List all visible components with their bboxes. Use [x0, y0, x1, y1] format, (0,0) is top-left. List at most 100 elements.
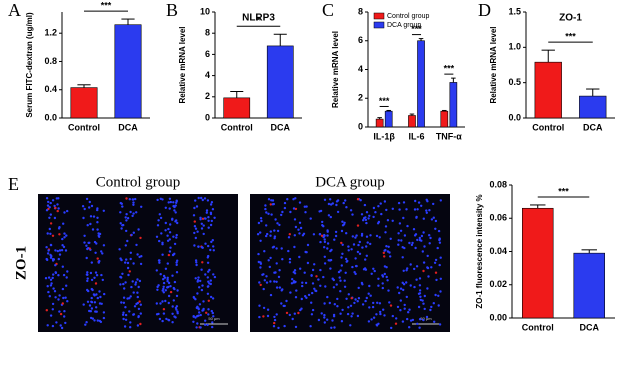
- nucleus: [100, 273, 103, 277]
- nucleus: [122, 223, 125, 227]
- nucleus: [95, 293, 98, 296]
- nucleus: [326, 234, 329, 237]
- nucleus: [371, 305, 375, 309]
- nucleus: [364, 218, 368, 222]
- nucleus: [365, 245, 368, 248]
- nucleus: [90, 278, 94, 282]
- nucleus: [257, 252, 260, 256]
- nucleus: [294, 207, 298, 211]
- nucleus: [409, 284, 412, 287]
- nucleus: [275, 262, 278, 265]
- nucleus: [207, 270, 210, 273]
- nucleus: [320, 234, 324, 237]
- nucleus: [319, 240, 322, 244]
- nucleus: [96, 296, 100, 300]
- nucleus: [370, 272, 373, 275]
- nucleus: [377, 277, 380, 280]
- nucleus: [200, 222, 203, 225]
- nucleus: [297, 311, 300, 315]
- nucleus: [293, 269, 297, 272]
- nucleus: [361, 246, 364, 249]
- chart-title: ZO-1: [559, 13, 582, 24]
- nucleus: [164, 206, 167, 209]
- nucleus: [156, 198, 159, 202]
- nucleus: [45, 246, 48, 249]
- nucleus: [369, 234, 372, 237]
- nucleus: [356, 300, 359, 303]
- nucleus: [385, 245, 388, 248]
- nucleus: [381, 274, 384, 277]
- nucleus: [65, 234, 68, 237]
- nucleus: [383, 265, 387, 268]
- nucleus: [326, 247, 329, 250]
- nucleus: [266, 314, 270, 318]
- y-tick-label: 4: [205, 70, 210, 80]
- panel-label: D: [478, 0, 491, 20]
- nucleus: [57, 227, 61, 230]
- nucleus: [398, 222, 402, 225]
- nucleus: [354, 298, 357, 301]
- y-tick-label: 0: [358, 121, 363, 131]
- nucleus: [305, 296, 308, 299]
- nucleus: [283, 201, 287, 205]
- nucleus: [206, 323, 209, 327]
- nucleus: [268, 265, 271, 269]
- nucleus: [422, 231, 425, 234]
- scale-label: 50 μm: [208, 316, 220, 321]
- legend-swatch: [373, 12, 385, 20]
- nucleus: [168, 207, 171, 210]
- y-tick-label: 0.04: [489, 246, 507, 256]
- nucleus: [318, 210, 321, 213]
- nucleus: [265, 281, 269, 284]
- nucleus: [409, 319, 413, 322]
- nucleus: [349, 324, 352, 327]
- nucleus: [423, 294, 426, 298]
- nucleus: [135, 211, 138, 214]
- nucleus: [175, 261, 178, 264]
- nucleus: [354, 236, 357, 239]
- nucleus: [310, 313, 314, 316]
- nucleus: [402, 201, 406, 204]
- nucleus: [408, 326, 411, 329]
- nucleus: [323, 255, 326, 258]
- nucleus: [434, 227, 437, 230]
- nucleus: [86, 271, 89, 274]
- nucleus: [292, 207, 296, 210]
- nucleus: [96, 221, 99, 224]
- nucleus: [326, 229, 329, 232]
- nucleus: [173, 209, 176, 212]
- nucleus: [85, 321, 88, 324]
- nucleus: [259, 266, 262, 269]
- nucleus: [125, 213, 128, 216]
- nucleus: [343, 221, 346, 224]
- bar: [449, 82, 458, 128]
- nucleus: [413, 285, 416, 289]
- nucleus: [365, 296, 368, 300]
- nucleus: [379, 312, 382, 316]
- nucleus: [287, 236, 291, 239]
- x-tick-label: IL-1β: [373, 131, 395, 141]
- x-tick-label: DCA: [580, 322, 600, 332]
- significance-label: *: [257, 16, 261, 26]
- nucleus: [275, 247, 278, 250]
- nucleus: [207, 313, 210, 316]
- y-tick-label: 6: [358, 35, 363, 45]
- nucleus: [134, 197, 137, 201]
- nucleus: [62, 296, 65, 300]
- bar: [375, 118, 384, 128]
- nucleus: [159, 273, 162, 276]
- nucleus: [277, 275, 281, 279]
- nucleus: [131, 214, 134, 218]
- nucleus: [93, 294, 96, 297]
- nucleus: [98, 290, 101, 293]
- nucleus: [269, 280, 272, 283]
- nucleus: [119, 222, 122, 225]
- nucleus: [329, 258, 333, 262]
- nucleus: [266, 232, 269, 236]
- nucleus: [363, 203, 367, 207]
- x-tick-label: Control: [221, 122, 253, 132]
- nucleus: [331, 319, 334, 322]
- nucleus: [176, 259, 179, 262]
- nucleus: [432, 302, 435, 305]
- nucleus: [368, 284, 371, 288]
